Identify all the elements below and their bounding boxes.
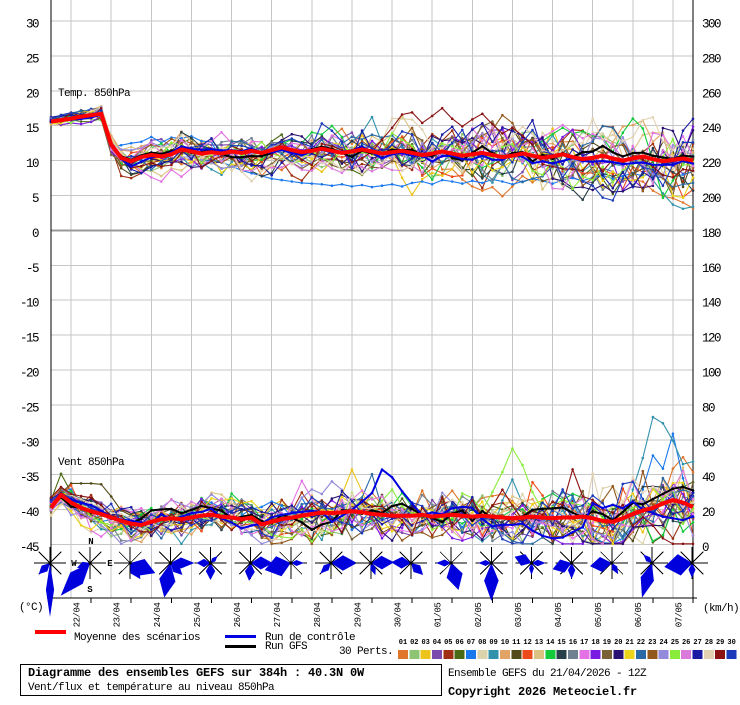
svg-text:17: 17 <box>580 639 588 647</box>
svg-text:-35: -35 <box>20 471 39 485</box>
svg-text:03: 03 <box>421 639 429 647</box>
svg-text:Run de contrôle: Run de contrôle <box>265 632 355 644</box>
svg-text:06: 06 <box>455 639 463 647</box>
svg-text:22: 22 <box>637 639 645 647</box>
svg-text:-5: -5 <box>26 262 39 276</box>
svg-text:0: 0 <box>702 541 709 555</box>
svg-text:Run GFS: Run GFS <box>265 641 308 653</box>
svg-text:100: 100 <box>702 367 721 381</box>
svg-text:05/05: 05/05 <box>594 603 604 628</box>
svg-text:26: 26 <box>682 639 690 647</box>
svg-text:Vent 850hPa: Vent 850hPa <box>58 457 125 469</box>
svg-text:140: 140 <box>702 297 721 311</box>
svg-text:40: 40 <box>702 471 715 485</box>
svg-text:260: 260 <box>702 87 721 101</box>
svg-text:23: 23 <box>648 639 656 647</box>
svg-text:21: 21 <box>625 639 633 647</box>
svg-text:5: 5 <box>32 192 39 206</box>
svg-text:0: 0 <box>32 227 39 241</box>
svg-text:13: 13 <box>535 639 543 647</box>
svg-text:28: 28 <box>705 639 713 647</box>
svg-text:60: 60 <box>702 436 715 450</box>
svg-text:180: 180 <box>702 227 721 241</box>
svg-text:06/05: 06/05 <box>634 603 644 628</box>
svg-text:Copyright 2026 Meteociel.fr: Copyright 2026 Meteociel.fr <box>448 685 637 699</box>
svg-text:30/04: 30/04 <box>394 603 404 628</box>
svg-text:10: 10 <box>26 157 39 171</box>
svg-text:300: 300 <box>702 18 721 32</box>
svg-text:Diagramme des ensembles GEFS s: Diagramme des ensembles GEFS sur 384h : … <box>28 666 365 680</box>
svg-text:08: 08 <box>478 639 486 647</box>
svg-text:30: 30 <box>26 18 39 32</box>
svg-text:-10: -10 <box>20 297 39 311</box>
svg-text:Moyenne des scénarios: Moyenne des scénarios <box>74 632 200 644</box>
svg-text:02: 02 <box>410 639 418 647</box>
svg-text:-30: -30 <box>20 436 39 450</box>
svg-text:15: 15 <box>26 122 39 136</box>
svg-text:19: 19 <box>603 639 611 647</box>
svg-text:(km/h): (km/h) <box>703 603 739 615</box>
svg-text:-45: -45 <box>20 541 39 555</box>
svg-text:25: 25 <box>26 52 39 66</box>
svg-text:04: 04 <box>433 639 441 647</box>
svg-text:30 Perts.: 30 Perts. <box>339 646 393 658</box>
svg-text:27/04: 27/04 <box>273 603 283 628</box>
svg-text:-15: -15 <box>20 332 39 346</box>
svg-text:E: E <box>107 559 113 569</box>
svg-text:120: 120 <box>702 332 721 346</box>
svg-text:02/05: 02/05 <box>474 603 484 628</box>
svg-text:07: 07 <box>467 639 475 647</box>
svg-text:W: W <box>71 559 77 569</box>
svg-text:09: 09 <box>489 639 497 647</box>
svg-text:-25: -25 <box>20 401 39 415</box>
svg-text:04/05: 04/05 <box>554 603 564 628</box>
svg-text:240: 240 <box>702 122 721 136</box>
svg-text:25/04: 25/04 <box>193 603 203 628</box>
svg-text:01/05: 01/05 <box>434 603 444 628</box>
svg-text:280: 280 <box>702 52 721 66</box>
svg-text:200: 200 <box>702 192 721 206</box>
svg-text:24/04: 24/04 <box>153 603 163 628</box>
svg-text:N: N <box>88 537 93 547</box>
svg-text:01: 01 <box>399 639 407 647</box>
svg-text:160: 160 <box>702 262 721 276</box>
svg-text:20: 20 <box>614 639 622 647</box>
svg-text:03/05: 03/05 <box>514 603 524 628</box>
svg-text:220: 220 <box>702 157 721 171</box>
svg-text:12: 12 <box>523 639 531 647</box>
svg-text:11: 11 <box>512 639 520 647</box>
svg-text:22/04: 22/04 <box>73 603 83 628</box>
svg-text:S: S <box>87 585 93 595</box>
svg-text:18: 18 <box>591 639 599 647</box>
svg-text:Vent/flux et température au ni: Vent/flux et température au niveau 850hP… <box>28 682 275 694</box>
svg-text:-20: -20 <box>20 367 39 381</box>
svg-text:29: 29 <box>716 639 724 647</box>
svg-text:29/04: 29/04 <box>353 603 363 628</box>
svg-text:26/04: 26/04 <box>233 603 243 628</box>
svg-text:05: 05 <box>444 639 452 647</box>
svg-text:20: 20 <box>26 87 39 101</box>
svg-text:25: 25 <box>671 639 679 647</box>
svg-text:10: 10 <box>501 639 509 647</box>
svg-text:16: 16 <box>569 639 577 647</box>
svg-text:30: 30 <box>727 639 735 647</box>
svg-text:27: 27 <box>693 639 701 647</box>
svg-text:28/04: 28/04 <box>313 603 323 628</box>
svg-text:20: 20 <box>702 506 715 520</box>
svg-text:07/05: 07/05 <box>674 603 684 628</box>
svg-text:15: 15 <box>557 639 565 647</box>
svg-text:23/04: 23/04 <box>113 603 123 628</box>
svg-text:-40: -40 <box>20 506 39 520</box>
svg-text:Temp. 850hPa: Temp. 850hPa <box>58 88 131 100</box>
svg-text:14: 14 <box>546 639 554 647</box>
svg-text:80: 80 <box>702 401 715 415</box>
svg-text:(°C): (°C) <box>19 602 43 614</box>
svg-text:Ensemble GEFS du 21/04/2026 -: Ensemble GEFS du 21/04/2026 - 12Z <box>448 668 647 680</box>
svg-text:24: 24 <box>659 639 667 647</box>
